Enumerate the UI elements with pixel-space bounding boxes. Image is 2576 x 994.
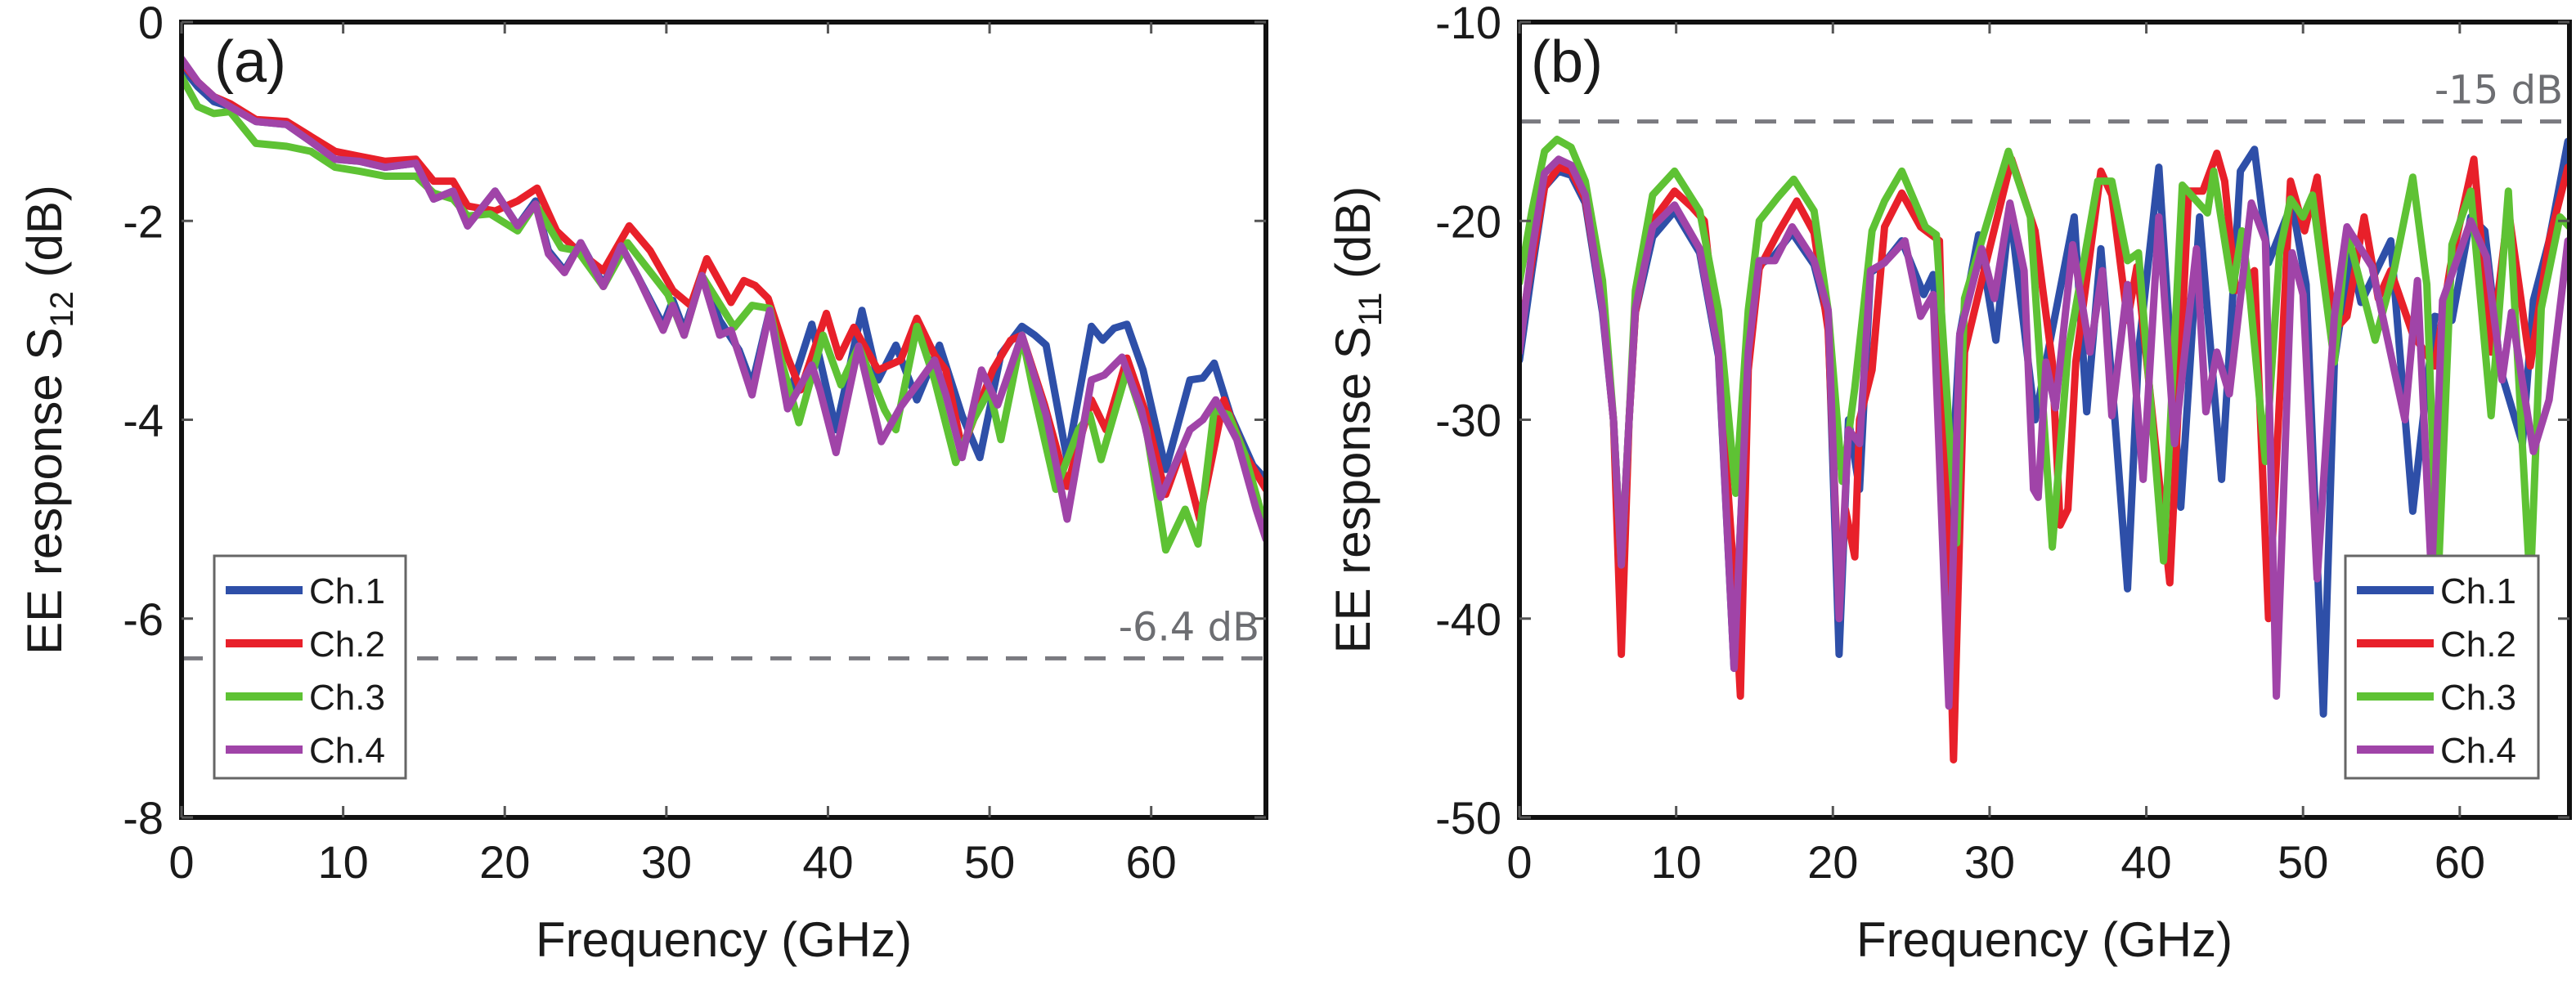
x-tick-label: 40	[2120, 836, 2171, 888]
panel-a-x-axis-label: Frequency (GHz)	[536, 912, 912, 967]
panel-a-series	[182, 55, 1266, 554]
panel-b-y-axis-label-unit: (dB)	[1326, 186, 1380, 293]
y-tick-label: -8	[123, 792, 164, 844]
legend-label: Ch.2	[309, 625, 385, 665]
y-tick-label: -20	[1435, 195, 1501, 247]
legend-label: Ch.3	[2440, 678, 2516, 718]
panel-a-reference-label: -6.4 dB	[1119, 604, 1259, 650]
x-tick-label: 50	[2278, 836, 2328, 888]
x-tick-label: 0	[1506, 836, 1532, 888]
x-tick-label: 0	[168, 836, 194, 888]
x-tick-label: 50	[964, 836, 1015, 888]
panel-b-reference-label: -15 dB	[2435, 68, 2563, 114]
panel-a-y-axis-label-unit: (dB)	[17, 185, 72, 291]
panel-b-label: (b)	[1531, 29, 1603, 95]
x-tick-label: 60	[2435, 836, 2485, 888]
legend-label: Ch.3	[309, 678, 385, 718]
x-tick-label: 40	[802, 836, 853, 888]
x-tick-label: 20	[479, 836, 530, 888]
panel-b-series	[1519, 136, 2569, 763]
panel-b-y-axis-label-main: EE response S	[1326, 326, 1380, 653]
panel-b-ticks: 0 10 20 30 40 50 60 -10 -20 -30 -40 -50	[1435, 0, 2569, 888]
panel-a-y-axis-label-main: EE response S	[17, 328, 72, 655]
series-line-ch4	[1519, 155, 2569, 710]
series-line-ch3	[1519, 136, 2569, 593]
legend-label: Ch.2	[2440, 625, 2516, 665]
panel-a-y-axis-label-subscript: 12	[44, 291, 80, 328]
panel-a-y-axis-label: EE response S12 (dB)	[17, 185, 80, 655]
legend-label: Ch.4	[309, 731, 385, 771]
panel-b-x-axis-label: Frequency (GHz)	[1856, 912, 2233, 967]
y-tick-label: -4	[123, 395, 164, 446]
series-line-ch4	[182, 55, 1266, 543]
panel-a: -6.4 dB Ch.1Ch.2Ch.3Ch.4 0 10 20 30 40 50 600-…	[17, 0, 1268, 967]
y-tick-label: -6	[123, 593, 164, 645]
panel-b-legend: Ch.1 Ch.2 Ch.3 Ch.4	[2344, 554, 2540, 780]
series-line-ch3	[182, 73, 1266, 554]
x-tick-label: 10	[317, 836, 368, 888]
panel-a-legend: Ch.1 Ch.2 Ch.3 Ch.4	[213, 554, 407, 780]
y-tick-label: 0	[138, 0, 164, 48]
y-tick-label: -10	[1435, 0, 1501, 48]
legend-label: Ch.1	[2440, 571, 2516, 611]
y-tick-label: -2	[123, 195, 164, 247]
x-tick-label: 30	[1964, 836, 2015, 888]
x-tick-label: 10	[1650, 836, 1701, 888]
panel-b: -15 dB Ch.1 Ch.2 Ch.3 Ch.4 0 10 20 30 40 50 60 -10…	[1326, 0, 2572, 967]
y-tick-label: -50	[1435, 792, 1501, 844]
legend-label: Ch.1	[309, 571, 385, 611]
y-tick-label: -40	[1435, 593, 1501, 645]
x-tick-label: 60	[1126, 836, 1177, 888]
panel-a-ticks: 0 10 20 30 40 50 60 0 -2 -4 -6 -8	[123, 0, 1266, 888]
legend-label: Ch.4	[2440, 731, 2516, 771]
x-tick-label: 30	[641, 836, 692, 888]
panel-b-y-axis-label-subscript: 11	[1353, 293, 1389, 327]
series-line-ch2	[1519, 150, 2569, 763]
x-tick-label: 20	[1807, 836, 1858, 888]
panel-b-y-axis-label: EE response S11 (dB)	[1326, 186, 1389, 654]
panel-a-label: (a)	[214, 29, 286, 95]
y-tick-label: -30	[1435, 395, 1501, 446]
